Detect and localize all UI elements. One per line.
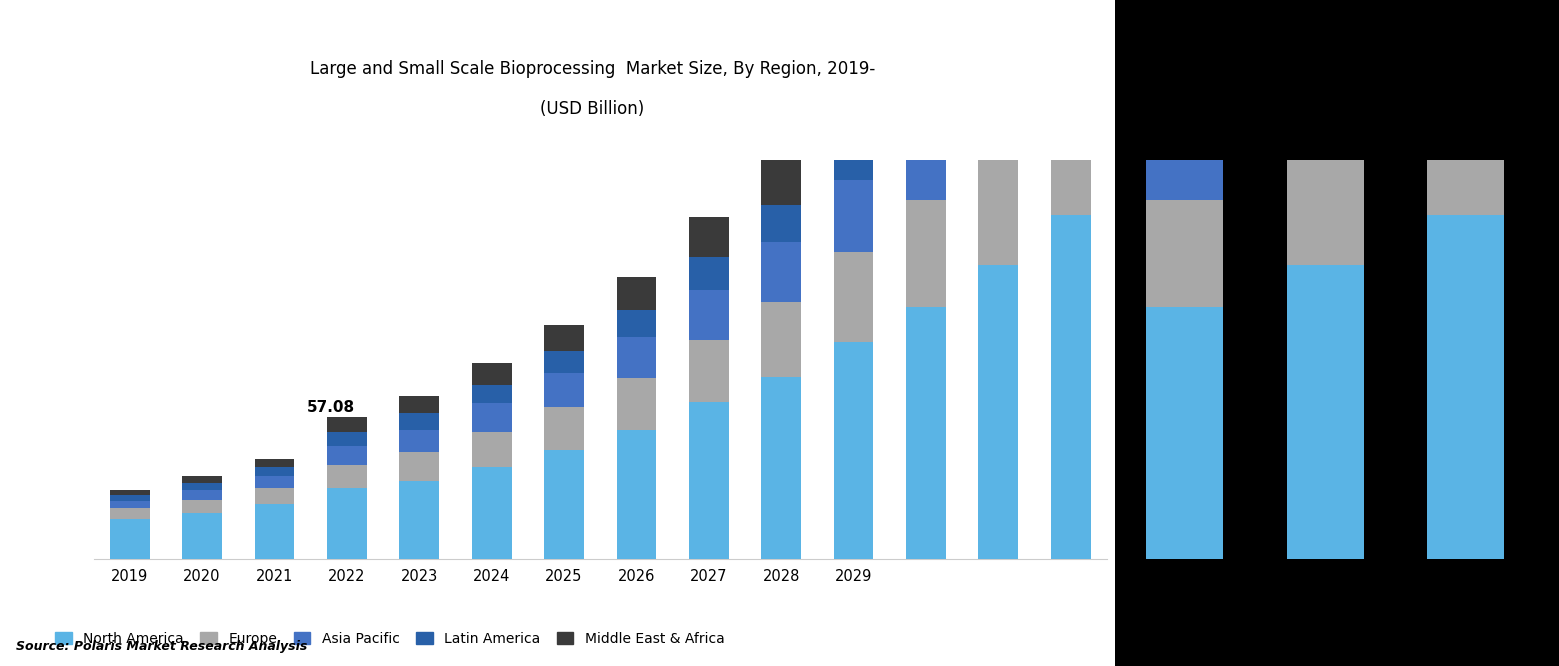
Text: Source: Polaris Market Research Analysis: Source: Polaris Market Research Analysis [16,639,307,653]
Bar [254,505,295,559]
Bar [327,488,366,559]
Bar [761,377,801,559]
Bar [109,519,150,559]
Bar [616,430,656,559]
Bar [689,290,728,340]
Bar [544,324,585,351]
Bar [109,494,150,501]
Bar [182,513,221,559]
Bar [761,205,801,242]
Bar [472,384,511,404]
Bar [472,432,511,467]
Bar [544,407,585,450]
Bar [906,57,946,113]
Bar [182,500,221,513]
Bar [689,402,728,559]
Bar [182,482,221,490]
Bar [254,467,295,476]
Legend: North America, Europe, Asia Pacific, Latin America, Middle East & Africa: North America, Europe, Asia Pacific, Lat… [50,626,730,651]
Bar [399,452,440,481]
Bar [109,501,150,508]
Bar [327,446,366,465]
Bar [1286,264,1364,559]
Bar [979,0,1018,33]
Bar [834,342,873,559]
Bar [399,430,440,452]
Bar [544,351,585,374]
Bar [906,307,946,559]
Bar [1426,214,1504,559]
Bar [1051,214,1091,559]
Bar [544,450,585,559]
Bar [906,0,946,57]
Bar [979,264,1018,559]
Bar [254,476,295,488]
Bar [399,481,440,559]
Bar [254,488,295,505]
Bar [834,180,873,252]
Bar [1051,0,1091,65]
Bar [1146,113,1224,200]
Bar [1146,307,1224,559]
Bar [109,508,150,519]
Bar [906,200,946,307]
Bar [1426,0,1504,65]
Bar [182,476,221,482]
Bar [1286,0,1364,33]
Bar [1146,200,1224,307]
Bar [979,33,1018,137]
Bar [472,467,511,559]
Bar [689,340,728,402]
Bar [834,252,873,342]
Bar [399,414,440,430]
Bar [254,460,295,467]
Bar [1051,65,1091,214]
Bar [761,156,801,204]
Bar [689,217,728,257]
Bar [616,378,656,430]
Bar [616,337,656,378]
Bar [1426,65,1504,214]
Bar [1146,57,1224,113]
Bar [399,396,440,414]
Bar [979,137,1018,264]
Text: (USD Billion): (USD Billion) [541,100,644,118]
Bar [906,113,946,200]
Bar [834,135,873,180]
Bar [327,432,366,446]
Bar [1146,0,1224,57]
Bar [616,277,656,310]
Bar [327,465,366,488]
Text: Large and Small Scale Bioprocessing  Market Size, By Region, 2019-: Large and Small Scale Bioprocessing Mark… [310,60,875,78]
Bar [689,257,728,290]
Bar [472,364,511,384]
Text: 57.08: 57.08 [307,400,355,415]
Bar [834,77,873,135]
Bar [544,374,585,407]
Bar [761,242,801,302]
Bar [472,404,511,432]
Bar [327,417,366,432]
Bar [1286,137,1364,264]
Bar [616,310,656,337]
Bar [761,302,801,377]
Bar [182,490,221,500]
Bar [109,490,150,494]
Bar [1286,33,1364,137]
